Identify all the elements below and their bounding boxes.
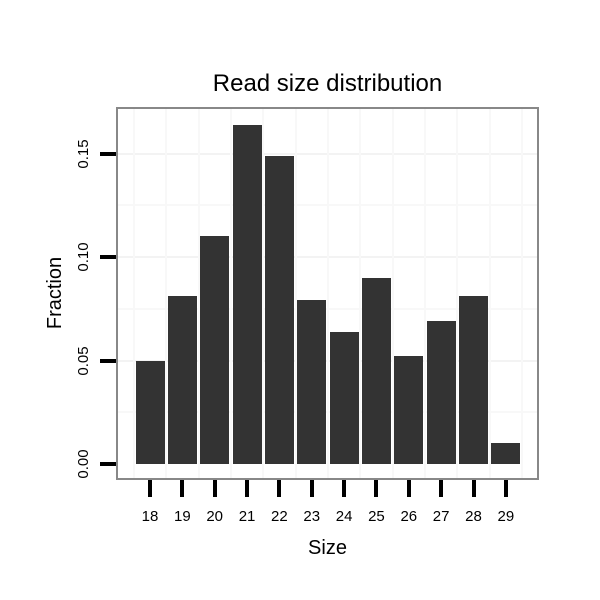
- gridline-vertical: [294, 109, 297, 478]
- bar-size-29: [491, 443, 521, 464]
- x-tick-label: 28: [465, 508, 482, 525]
- plot-panel: [116, 107, 539, 480]
- bar-size-21: [232, 124, 262, 464]
- x-tick-label: 29: [497, 508, 515, 525]
- y-axis-title: Fraction: [44, 256, 66, 330]
- x-tick: [148, 480, 152, 497]
- gridline-vertical: [359, 109, 362, 478]
- bar-size-28: [459, 296, 488, 464]
- gridline-vertical: [391, 109, 394, 478]
- gridline-vertical: [132, 109, 135, 478]
- gridline-vertical: [197, 109, 200, 478]
- x-tick-label: 20: [206, 508, 224, 525]
- x-tick-label: 25: [368, 508, 385, 525]
- gridline-vertical: [262, 109, 265, 478]
- gridline-vertical: [521, 109, 524, 478]
- gridline-vertical: [456, 109, 459, 478]
- x-tick: [277, 480, 282, 497]
- x-tick-label: 19: [174, 508, 191, 525]
- bar-size-19: [167, 296, 197, 464]
- x-axis-title: Size: [308, 537, 347, 559]
- y-tick: [100, 462, 116, 466]
- x-tick: [245, 480, 250, 497]
- y-tick: [100, 151, 116, 156]
- y-tick: [100, 358, 116, 363]
- x-tick: [212, 480, 217, 497]
- x-tick: [439, 480, 444, 497]
- x-tick: [374, 480, 379, 497]
- bar-size-25: [361, 277, 391, 464]
- y-tick-label: 0.15: [75, 138, 92, 169]
- gridline-vertical: [165, 109, 168, 478]
- x-tick: [309, 480, 314, 497]
- x-tick-label: 23: [303, 508, 321, 525]
- bar-size-26: [394, 356, 424, 464]
- x-tick: [471, 480, 476, 497]
- x-tick: [503, 480, 508, 497]
- gridline-vertical: [423, 109, 426, 478]
- x-tick-label: 21: [238, 508, 256, 525]
- y-tick-label: 0.10: [75, 242, 92, 272]
- x-tick-label: 26: [400, 508, 418, 525]
- bar-size-24: [329, 331, 359, 464]
- y-tick: [100, 255, 116, 259]
- y-tick-label: 0.00: [75, 449, 92, 479]
- x-tick-label: 18: [141, 508, 159, 525]
- gridline-vertical: [229, 109, 232, 478]
- y-tick-label: 0.05: [75, 345, 92, 376]
- bar-size-20: [200, 236, 230, 464]
- x-tick-label: 22: [271, 508, 288, 525]
- x-tick-label: 24: [335, 508, 353, 525]
- bar-size-22: [264, 155, 294, 464]
- x-tick: [180, 480, 185, 497]
- gridline-vertical: [326, 109, 329, 478]
- bar-size-27: [426, 321, 456, 464]
- x-tick: [406, 480, 411, 497]
- x-tick-label: 27: [432, 508, 450, 525]
- gridline-vertical: [488, 109, 491, 478]
- chart-title: Read size distribution: [212, 70, 443, 97]
- x-tick: [342, 480, 347, 497]
- bar-size-23: [297, 300, 327, 464]
- bar-size-18: [135, 360, 165, 464]
